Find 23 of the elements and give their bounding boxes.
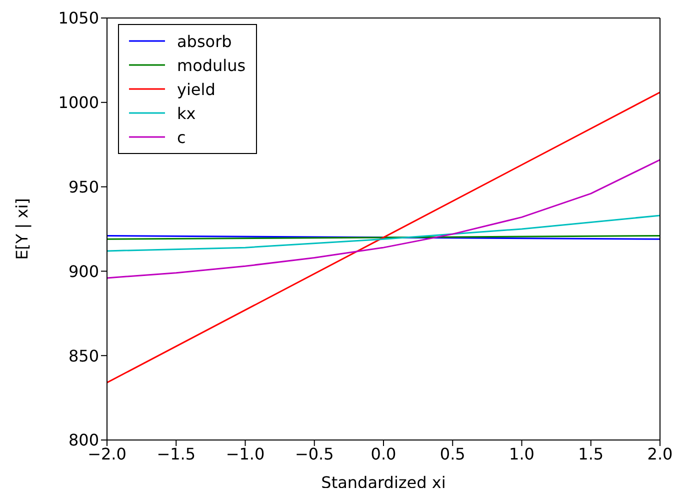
line-series [107, 159, 660, 279]
x-tick-label: 1.0 [509, 444, 534, 464]
x-tick-label: 1.5 [578, 444, 604, 464]
y-tick-label: 950 [68, 177, 99, 196]
y-tick-label: 1000 [58, 93, 99, 112]
x-tick-label: −1.5 [156, 444, 196, 464]
x-tick-label: 2.0 [647, 444, 673, 464]
x-tick-label: −1.0 [226, 444, 265, 464]
y-tick-label: 850 [68, 346, 99, 366]
x-tick-label: 0.5 [440, 444, 466, 464]
legend-label: absorb [177, 32, 232, 50]
y-tick-label: 800 [68, 430, 99, 450]
legend-label: modulus [177, 56, 246, 74]
line-series [107, 214, 660, 252]
x-axis-title: Standardized xi [321, 473, 446, 492]
x-tick-label: −0.5 [294, 444, 334, 464]
legend-label: kx [177, 104, 196, 122]
y-axis-title: E[Y | xi] [12, 198, 32, 260]
x-tick-label: 0.0 [370, 444, 396, 464]
y-tick-label: 900 [68, 262, 99, 281]
legend-label: yield [177, 80, 216, 98]
y-tick-label: 1050 [58, 8, 99, 28]
legend-label: c [177, 128, 186, 146]
